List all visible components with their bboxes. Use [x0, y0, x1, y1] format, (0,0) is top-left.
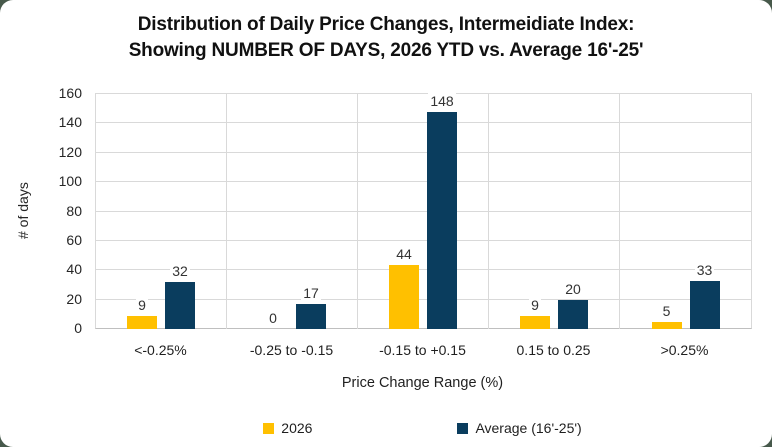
category-cell: 9 20: [489, 93, 620, 330]
legend-swatch: [263, 422, 275, 434]
gridline: [96, 151, 751, 153]
gridline: [96, 269, 751, 271]
category-cell: 5 33: [620, 93, 751, 330]
bar-wrap: 33: [689, 261, 720, 330]
bar-wrap: 148: [427, 93, 457, 330]
bar-wrap: 9: [520, 297, 550, 330]
x-category-label: -0.25 to -0.15: [249, 342, 334, 358]
chart-title-line-1: Distribution of Daily Price Changes, Int…: [137, 14, 635, 35]
gridline: [96, 181, 751, 183]
data-label: 20: [563, 281, 583, 298]
bar-2026: [389, 264, 419, 330]
gridline: [96, 239, 751, 241]
y-tick-label: 120: [58, 143, 82, 160]
bar-wrap: 44: [389, 245, 419, 330]
bar-average-16-25: [165, 282, 195, 330]
x-category-label: >0.25%: [660, 342, 709, 358]
data-label: 32: [170, 263, 190, 281]
legend-item-2026: 2026: [263, 420, 312, 436]
y-tick-label: 160: [58, 85, 82, 101]
y-tick-label: 140: [58, 114, 82, 131]
x-category-label: 0.15 to 0.25: [516, 342, 591, 358]
legend: 2026 Average (16'-25'): [95, 420, 750, 436]
category-cells: 9 32 0 17 44 148 9 20 5 33: [96, 93, 751, 330]
x-axis-labels: <-0.25% -0.25 to -0.15 -0.15 to +0.15 0.15 …: [95, 342, 750, 358]
bar-wrap: 0: [258, 310, 288, 329]
gridline: [96, 122, 751, 124]
legend-item-average-16-25: Average (16'-25'): [457, 420, 582, 436]
data-label: 9: [529, 297, 541, 315]
bar-2026: [651, 322, 682, 330]
x-axis-title: Price Change Range (%): [341, 375, 504, 391]
bar-group: 9 20: [520, 281, 588, 330]
y-tick-label: 40: [66, 261, 82, 278]
gridline: [96, 93, 751, 94]
chart-title: Distribution of Daily Price Changes, Int…: [0, 12, 772, 64]
bar-wrap: 32: [165, 263, 195, 330]
category-cell: 9 32: [96, 93, 227, 330]
legend-label: 2026: [281, 420, 313, 436]
x-category-label: <-0.25%: [134, 342, 187, 358]
bar-average-16-25: [427, 112, 457, 330]
bar-group: 44 148: [389, 93, 457, 330]
bar-2026: [520, 316, 550, 330]
bar-wrap: 9: [127, 297, 157, 330]
bar-wrap: 5: [651, 303, 682, 330]
y-tick-label: 20: [66, 290, 82, 307]
bar-average-16-25: [558, 300, 588, 330]
plot-area: 9 32 0 17 44 148 9 20 5 33: [95, 93, 752, 330]
gridlines-layer: [96, 93, 751, 328]
legend-label: Average (16'-25'): [475, 420, 582, 436]
gridline: [96, 210, 751, 212]
y-tick-labels: 0 20 40 60 80 100 120 140 160: [36, 85, 82, 336]
data-label: 9: [136, 297, 148, 315]
bar-group: 9 32: [127, 263, 195, 330]
bar-group: 0 17: [258, 285, 326, 330]
data-label: 148: [428, 93, 456, 110]
bar-wrap: 17: [296, 285, 326, 330]
data-label: 17: [301, 285, 321, 303]
bar-average-16-25: [689, 280, 720, 330]
data-label: 44: [394, 245, 414, 263]
y-tick-label: 100: [58, 173, 82, 190]
category-cell: 0 17: [227, 93, 358, 330]
data-label: 0: [267, 310, 279, 328]
chart-title-line-2: Showing NUMBER OF DAYS, 2026 YTD vs. Ave…: [128, 40, 644, 61]
data-label: 5: [660, 303, 673, 321]
legend-swatch: [457, 422, 469, 434]
data-label: 33: [694, 261, 715, 279]
bar-average-16-25: [296, 304, 326, 330]
bar-2026: [127, 316, 157, 330]
y-axis-title: # of days: [15, 182, 31, 239]
category-cell: 44 148: [358, 93, 489, 330]
x-category-label: -0.15 to +0.15: [379, 342, 466, 358]
y-tick-label: 0: [74, 320, 82, 336]
bar-group: 5 33: [651, 261, 720, 330]
y-tick-label: 80: [66, 202, 82, 219]
bar-wrap: 20: [558, 281, 588, 330]
gridline: [96, 298, 751, 300]
y-tick-label: 60: [66, 231, 82, 248]
